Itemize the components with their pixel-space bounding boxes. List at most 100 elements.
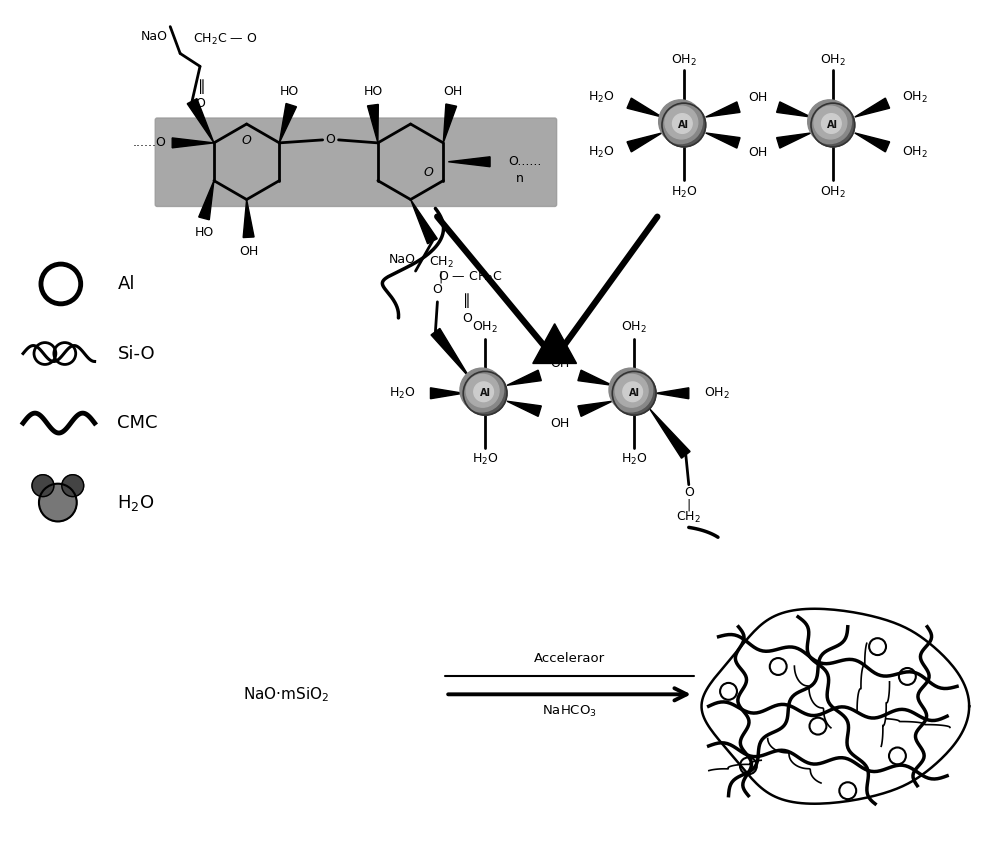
Text: ......O: ......O	[132, 136, 166, 149]
Text: n: n	[516, 172, 524, 185]
Text: NaO: NaO	[389, 253, 416, 266]
Text: OH$_2$: OH$_2$	[820, 53, 846, 68]
Polygon shape	[627, 133, 662, 152]
Text: HO: HO	[363, 85, 383, 98]
Polygon shape	[656, 388, 689, 398]
Circle shape	[811, 103, 855, 147]
Text: CH$_2$: CH$_2$	[429, 254, 454, 270]
Text: Al: Al	[827, 120, 838, 130]
Circle shape	[615, 374, 648, 407]
Text: O......: O......	[508, 155, 541, 168]
Text: OH$_2$: OH$_2$	[621, 320, 647, 335]
FancyBboxPatch shape	[155, 118, 557, 207]
Text: CH$_2$C — O: CH$_2$C — O	[193, 32, 257, 47]
Text: NaHCO$_3$: NaHCO$_3$	[542, 704, 597, 719]
Text: Al: Al	[480, 388, 491, 398]
Text: OH: OH	[749, 90, 768, 103]
Circle shape	[623, 382, 642, 402]
Text: O: O	[195, 96, 205, 109]
Polygon shape	[649, 409, 690, 458]
Text: OH$_2$: OH$_2$	[704, 385, 730, 401]
Polygon shape	[578, 370, 612, 385]
Circle shape	[659, 100, 702, 143]
Circle shape	[32, 475, 54, 496]
Text: OH: OH	[550, 417, 569, 430]
Polygon shape	[430, 388, 463, 398]
Circle shape	[474, 382, 493, 402]
Text: |: |	[438, 271, 443, 284]
Text: $O$: $O$	[241, 135, 252, 148]
Polygon shape	[199, 181, 214, 220]
Circle shape	[39, 483, 77, 522]
Polygon shape	[855, 133, 890, 152]
Polygon shape	[172, 138, 214, 148]
Text: OH$_2$: OH$_2$	[820, 185, 846, 201]
Text: H$_2$O: H$_2$O	[671, 185, 697, 201]
Text: OH: OH	[550, 357, 569, 370]
Text: H$_2$O: H$_2$O	[117, 492, 155, 513]
Text: CMC: CMC	[117, 414, 158, 432]
Circle shape	[822, 114, 841, 134]
Text: Si-O: Si-O	[117, 345, 155, 363]
Text: O — CH$_2$C: O — CH$_2$C	[438, 269, 503, 285]
Text: O: O	[326, 134, 336, 147]
Polygon shape	[855, 98, 890, 117]
Text: O: O	[432, 284, 442, 297]
Text: CH$_2$: CH$_2$	[676, 510, 701, 525]
Text: $O$: $O$	[423, 166, 434, 179]
Circle shape	[609, 368, 653, 411]
Circle shape	[665, 106, 698, 139]
Circle shape	[612, 372, 656, 415]
Circle shape	[808, 100, 851, 143]
Text: O: O	[684, 486, 694, 499]
Polygon shape	[578, 401, 612, 417]
Polygon shape	[507, 370, 541, 385]
Polygon shape	[706, 133, 740, 148]
Polygon shape	[777, 102, 811, 117]
Text: Al: Al	[117, 275, 135, 293]
Text: Al: Al	[629, 388, 640, 398]
Text: HO: HO	[194, 226, 214, 239]
Text: H$_2$O: H$_2$O	[588, 89, 614, 105]
Circle shape	[463, 372, 507, 415]
Text: H$_2$O: H$_2$O	[472, 452, 498, 467]
Text: H$_2$O: H$_2$O	[389, 385, 416, 401]
Polygon shape	[411, 200, 437, 244]
Text: OH$_2$: OH$_2$	[472, 320, 498, 335]
Text: H$_2$O: H$_2$O	[588, 145, 614, 161]
Text: |: |	[687, 498, 691, 511]
Polygon shape	[507, 401, 541, 417]
Text: OH$_2$: OH$_2$	[902, 145, 928, 161]
Circle shape	[460, 368, 504, 411]
Polygon shape	[443, 104, 457, 143]
Circle shape	[673, 114, 692, 134]
Polygon shape	[367, 104, 378, 143]
Circle shape	[466, 374, 499, 407]
Polygon shape	[627, 98, 662, 117]
Text: OH$_2$: OH$_2$	[902, 89, 928, 105]
Polygon shape	[448, 157, 490, 167]
Polygon shape	[777, 133, 811, 148]
Polygon shape	[431, 328, 470, 378]
Polygon shape	[187, 99, 214, 143]
Text: OH: OH	[749, 147, 768, 160]
Polygon shape	[533, 324, 577, 364]
Text: NaO: NaO	[141, 30, 168, 43]
Text: HO: HO	[280, 85, 299, 98]
Polygon shape	[243, 200, 254, 238]
Text: H$_2$O: H$_2$O	[621, 452, 647, 467]
Text: $\parallel$: $\parallel$	[195, 76, 205, 95]
Text: O: O	[462, 312, 472, 326]
Text: OH: OH	[444, 85, 463, 98]
Text: Al: Al	[678, 120, 689, 130]
Circle shape	[662, 103, 706, 147]
Polygon shape	[279, 103, 296, 143]
Text: OH: OH	[239, 245, 258, 258]
Circle shape	[62, 475, 84, 496]
Circle shape	[814, 106, 847, 139]
Text: NaO·mSiO$_2$: NaO·mSiO$_2$	[243, 685, 329, 704]
Text: $\parallel$: $\parallel$	[460, 292, 471, 311]
Text: Acceleraor: Acceleraor	[534, 652, 605, 665]
Polygon shape	[706, 102, 740, 117]
Text: OH$_2$: OH$_2$	[671, 53, 697, 68]
